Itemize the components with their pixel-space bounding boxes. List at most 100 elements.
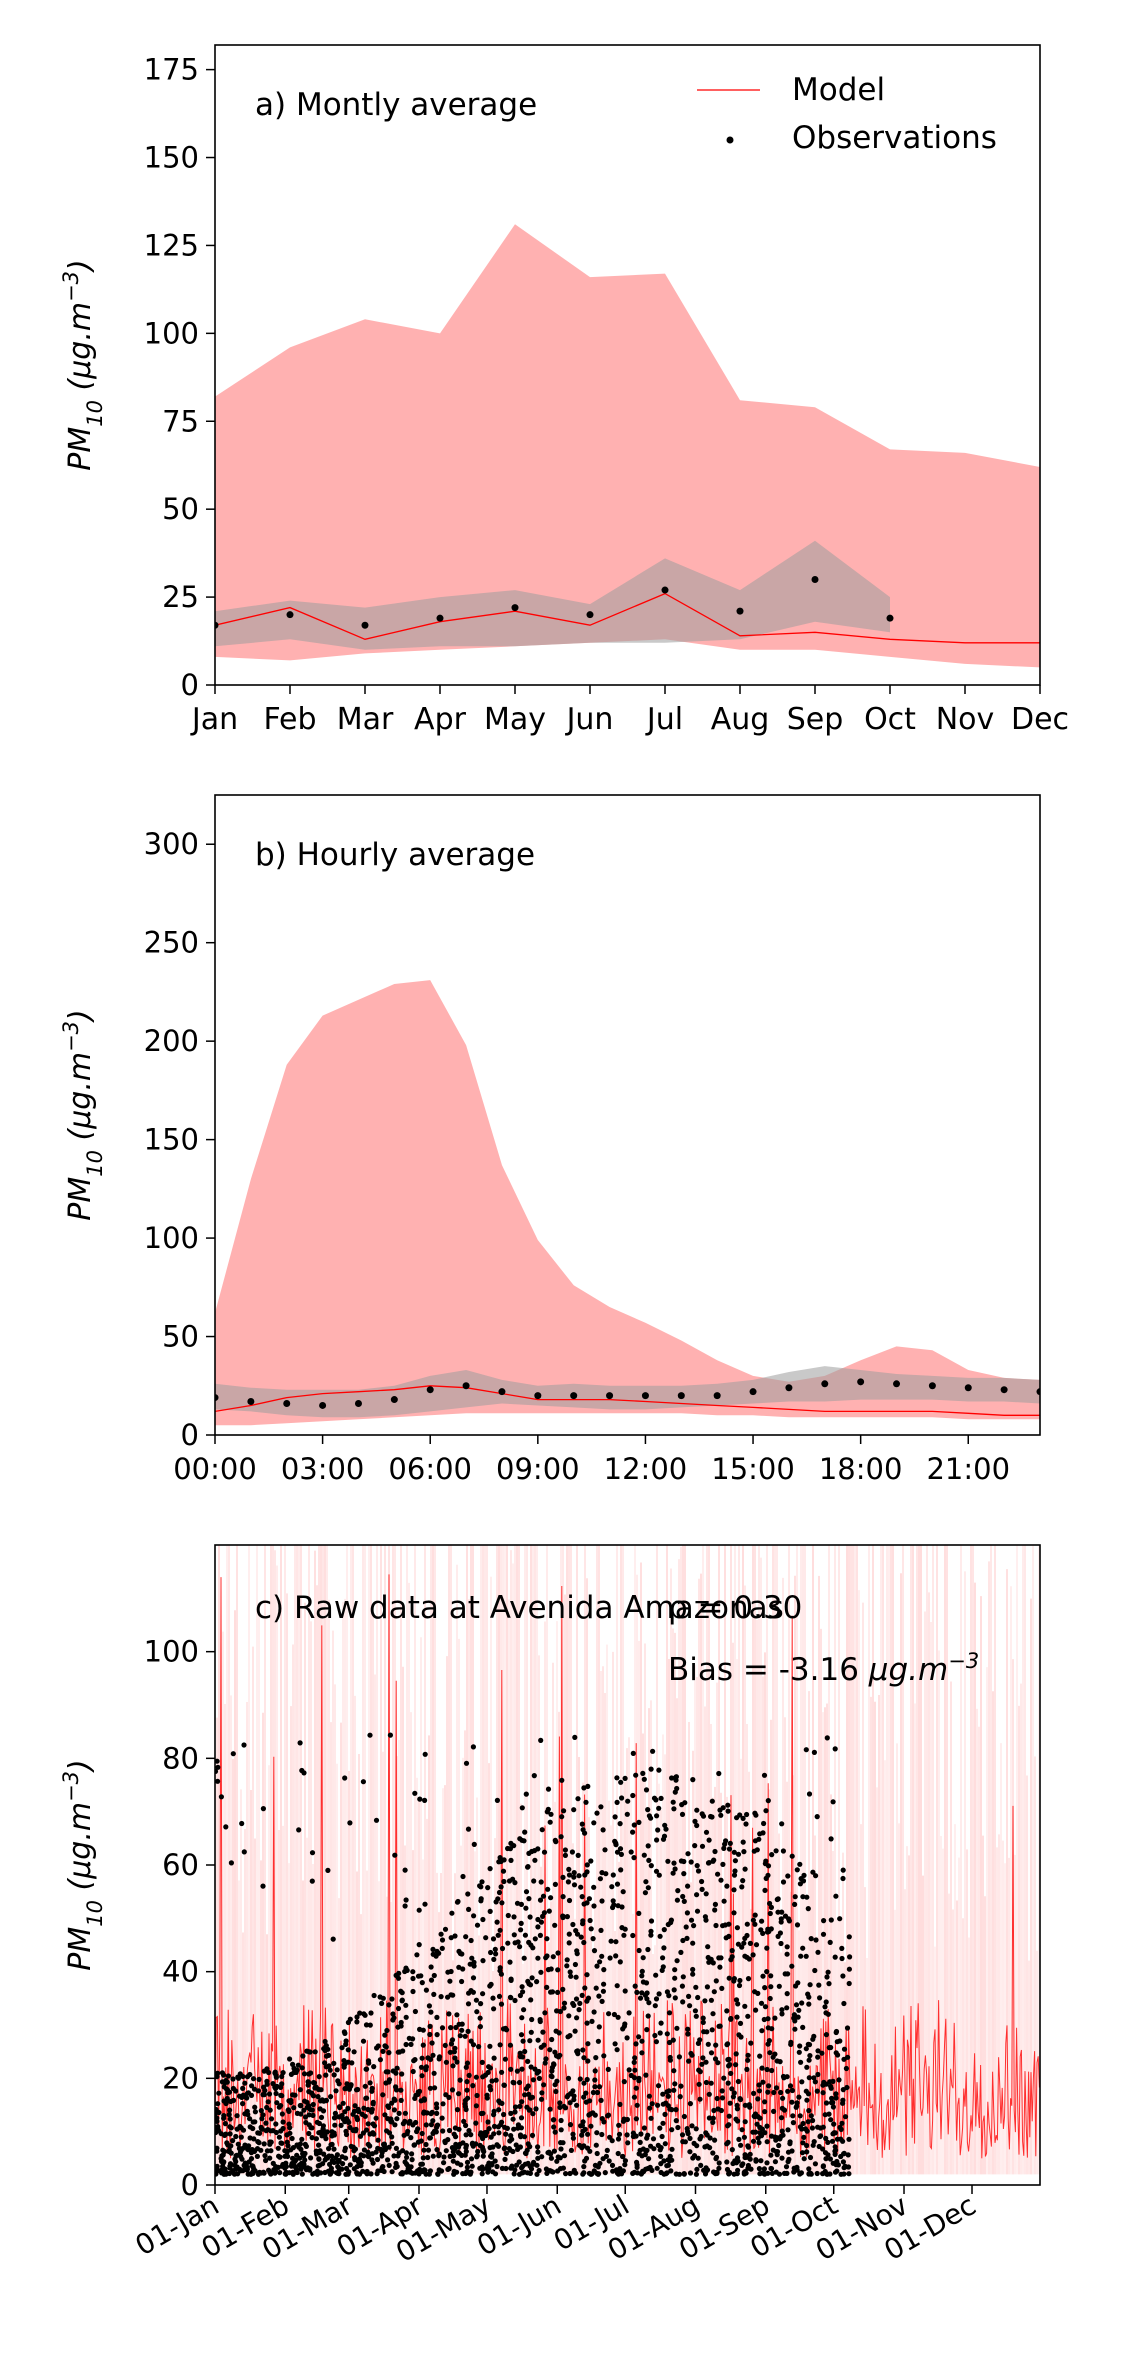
observation-point [398,2097,404,2103]
observation-point [646,1857,652,1863]
observation-point [403,2150,409,2156]
observation-point [223,2169,229,2176]
observation-point [469,2163,475,2169]
observation-point [658,2153,664,2159]
observation-point [337,2104,343,2111]
observation-point [750,1952,756,1958]
observation-point [302,2157,308,2163]
observation-point [812,1967,818,1974]
observation-point [494,2163,500,2170]
observation-point [702,2144,708,2150]
observation-point [761,2166,768,2172]
observation-point [742,1866,748,1872]
observation-point [643,2166,649,2172]
observation-point [351,2049,357,2055]
observation-point [410,1969,416,1975]
observation-point [517,2103,523,2109]
observation-point [512,2104,519,2110]
observation-point [462,2152,468,2158]
observation-point [808,2113,814,2119]
observation-point [453,2134,459,2140]
observation-point [753,1812,759,1818]
observation-point [226,2112,232,2118]
observation-point [765,1863,772,1869]
observation-point [620,2168,627,2174]
observation-point [447,1978,453,1984]
observation-point [595,2171,601,2177]
observation-point [775,1896,781,1902]
observation-point [305,2082,311,2088]
observation-point [612,1814,618,1820]
observation-point [528,1997,534,2003]
observation-point [819,2050,825,2056]
observation-point [682,1800,688,1806]
observation-point [736,1982,743,1989]
observation-point [487,1983,493,1989]
observation-point [557,2052,563,2058]
observation-point [495,1932,501,1938]
observation-point [632,2055,638,2061]
observation-point [388,2119,394,2125]
observation-point [438,1994,444,2000]
observation-point [594,2130,600,2136]
x-tick-label: Oct [864,702,916,737]
observation-point [610,1872,616,1878]
observation-point [806,2001,812,2007]
observation-point [475,2148,481,2155]
observation-point [713,1922,719,1929]
observation-point [727,2169,733,2176]
observation-point [419,1980,425,1986]
observation-point [729,2086,735,2092]
observation-point [612,2041,618,2047]
observation-point [245,2147,251,2153]
observation-point [579,2132,585,2138]
observation-point [586,1896,593,1902]
observation-point [511,1843,517,1849]
observation-point [247,2116,253,2122]
observation-point [794,1922,801,1928]
observation-point [666,2158,673,2164]
observation-point [599,1998,605,2004]
observation-point [697,2037,703,2043]
observation-point [636,1947,642,1954]
observation-point [624,2132,630,2138]
observation-point [618,1851,625,1857]
observation-point [808,1936,814,1942]
observation-point [590,1936,596,1942]
observation-point [544,1936,550,1942]
observation-point [724,2159,730,2165]
observation-point [365,2121,371,2127]
observation-point [589,2018,595,2024]
observation-point [703,1829,710,1835]
observation-point [309,2090,315,2096]
observation-point [473,2074,479,2080]
observation-point [548,2073,554,2079]
observation-point [576,1873,582,1879]
observation-point [752,1921,758,1927]
observation-point [690,1940,696,1946]
observation-point [762,2109,768,2115]
observation-point [504,2125,510,2131]
observation-point [833,2147,839,2153]
observation-point [751,1848,757,1854]
observation-point [317,2148,323,2154]
x-tick-label: Jun [565,702,614,737]
observation-point [742,2154,748,2161]
observation-point [263,2157,269,2164]
observation-point [260,1806,266,1812]
observation-point [649,2101,655,2107]
observation-point [591,2168,597,2174]
observation-point [310,2171,316,2177]
observation-point [347,2124,353,2131]
observation-point [822,2004,828,2010]
observation-point [779,2128,785,2134]
observation-point [567,2100,573,2106]
observation-point [676,2054,683,2060]
observation-point [507,1846,513,1852]
observation-point [369,2088,375,2094]
observation-point [780,2095,786,2101]
observation-point [545,1886,551,1892]
observation-point [639,1968,645,1974]
observation-point [663,2100,669,2106]
observation-point [276,2134,282,2140]
